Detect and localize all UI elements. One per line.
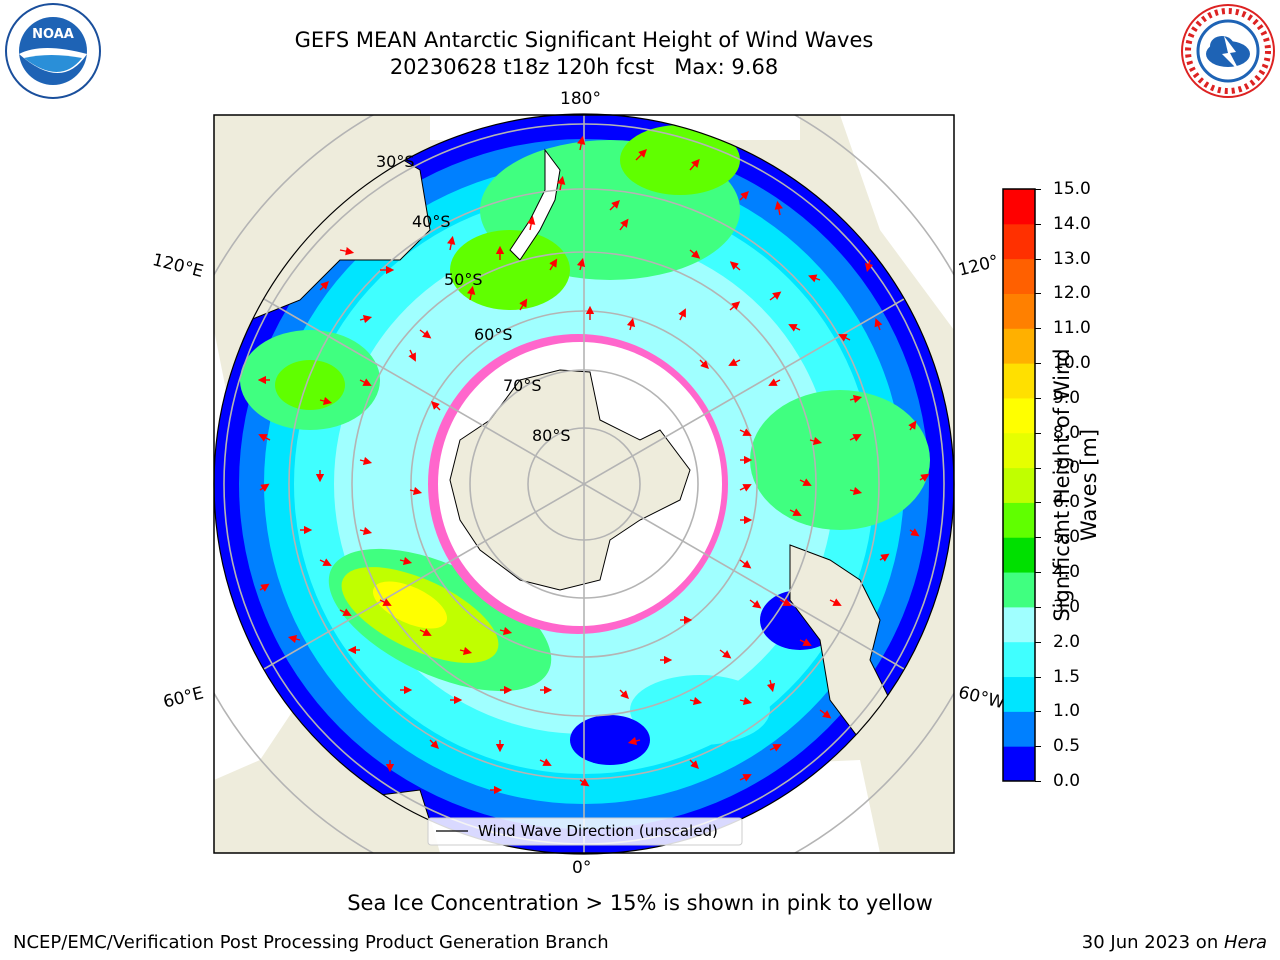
colorbar-tick-mark	[1035, 432, 1041, 434]
chart-title: GEFS MEAN Antarctic Significant Height o…	[294, 28, 874, 52]
colorbar-title-line1: Significant Height of Wind	[1050, 348, 1074, 622]
colorbar-tick-mark	[1035, 502, 1041, 504]
colorbar-segment	[1003, 258, 1035, 294]
colorbar-tick-label: 1.5	[1053, 666, 1081, 687]
colorbar-segment	[1003, 223, 1035, 260]
colorbar-tick-mark	[1035, 572, 1041, 574]
colorbar-tick-label: 8.0	[1053, 422, 1081, 443]
colorbar-tick-label: 2.0	[1053, 631, 1081, 652]
footer-date: 30 Jun 2023 on	[1081, 932, 1224, 953]
colorbar-tick-label: 13.0	[1053, 248, 1091, 269]
colorbar-tick-mark	[1035, 781, 1041, 782]
sea-ice-note: Sea Ice Concentration > 15% is shown in …	[347, 891, 933, 915]
map-legend	[427, 817, 743, 846]
noaa-logo: NOAA	[2, 2, 104, 100]
colorbar-segment	[1003, 711, 1035, 747]
graticule	[214, 115, 954, 853]
colorbar-tick-label: 6.0	[1053, 492, 1081, 513]
colorbar-tick-label: 11.0	[1053, 318, 1091, 339]
colorbar	[1002, 188, 1036, 782]
colorbar-tick-mark	[1035, 746, 1041, 748]
colorbar-tick-mark	[1035, 223, 1041, 225]
lat-label-70s: 70°S	[503, 376, 542, 395]
colorbar-tick-mark	[1035, 293, 1041, 295]
footer-host: Hera	[1223, 932, 1267, 953]
map-frame	[213, 114, 955, 854]
colorbar-tick-label: 14.0	[1053, 213, 1091, 234]
colorbar-tick-label: 9.0	[1053, 387, 1081, 408]
noaa-logo-text: NOAA	[32, 27, 74, 42]
lat-label-40s: 40°S	[412, 212, 451, 231]
colorbar-tick-mark	[1035, 397, 1041, 399]
forecast-label: 20230628 t18z 120h fcst	[389, 55, 655, 79]
nws-logo	[1178, 2, 1278, 100]
colorbar-tick-mark	[1035, 676, 1041, 678]
colorbar-tick-label: 3.0	[1053, 596, 1081, 617]
lat-label-80s: 80°S	[532, 426, 571, 445]
colorbar-segment	[1003, 467, 1035, 503]
colorbar-tick-label: 7.0	[1053, 457, 1081, 478]
wave-direction-arrows	[257, 135, 930, 795]
colorbar-segment	[1003, 746, 1035, 782]
colorbar-segment	[1003, 676, 1035, 712]
legend-label: Wind Wave Direction (unscaled)	[478, 822, 718, 840]
colorbar-segment	[1003, 397, 1035, 434]
colorbar-tick-mark	[1035, 258, 1041, 260]
colorbar-segment	[1003, 432, 1035, 469]
colorbar-segment	[1003, 363, 1035, 399]
colorbar-tick-label: 15.0	[1053, 179, 1091, 199]
colorbar-segment	[1003, 293, 1035, 329]
colorbar-tick-label: 1.0	[1053, 701, 1081, 722]
colorbar-segment	[1003, 572, 1035, 608]
chart-subtitle: 20230628 t18z 120h fcst Max: 9.68	[0, 54, 1168, 80]
colorbar-tick-mark	[1035, 711, 1041, 713]
colorbar-segment	[1003, 641, 1035, 678]
footer-right: 30 Jun 2023 on Hera	[1082, 932, 1267, 953]
lat-label-50s: 50°S	[444, 270, 483, 289]
colorbar-tick-label: 0.0	[1053, 771, 1081, 791]
colorbar-segment	[1003, 328, 1035, 364]
colorbar-segment	[1003, 502, 1035, 538]
colorbar-tick-label: 5.0	[1053, 527, 1081, 548]
colorbar-tick-mark	[1035, 606, 1041, 608]
colorbar-title: Significant Height of Wind Waves [m]	[1049, 348, 1103, 621]
colorbar-tick-label: 0.5	[1053, 736, 1081, 757]
colorbar-title-line2: Waves [m]	[1077, 428, 1101, 542]
lon-label-180: 180°	[560, 89, 601, 109]
colorbar-tick-mark	[1035, 467, 1041, 469]
colorbar-frame	[1002, 188, 1036, 782]
max-label: Max: 9.68	[674, 55, 779, 79]
colorbar-tick-mark	[1035, 189, 1041, 190]
antarctica	[449, 369, 691, 591]
colorbar-segment	[1003, 606, 1035, 643]
colorbar-tick-mark	[1035, 363, 1041, 365]
colorbar-tick-mark	[1035, 537, 1041, 539]
lat-label-30s: 30°S	[376, 152, 415, 171]
colorbar-tick-label: 10.0	[1053, 353, 1091, 374]
colorbar-tick-label: 12.0	[1053, 283, 1091, 304]
colorbar-tick-label: 4.0	[1053, 562, 1081, 583]
colorbar-tick-mark	[1035, 641, 1041, 643]
footer-left: NCEP/EMC/Verification Post Processing Pr…	[13, 932, 609, 953]
colorbar-segment	[1003, 189, 1035, 225]
lon-label-0: 0°	[572, 858, 592, 878]
lat-label-60s: 60°S	[474, 325, 513, 344]
colorbar-tick-mark	[1035, 328, 1041, 330]
colorbar-segment	[1003, 537, 1035, 573]
